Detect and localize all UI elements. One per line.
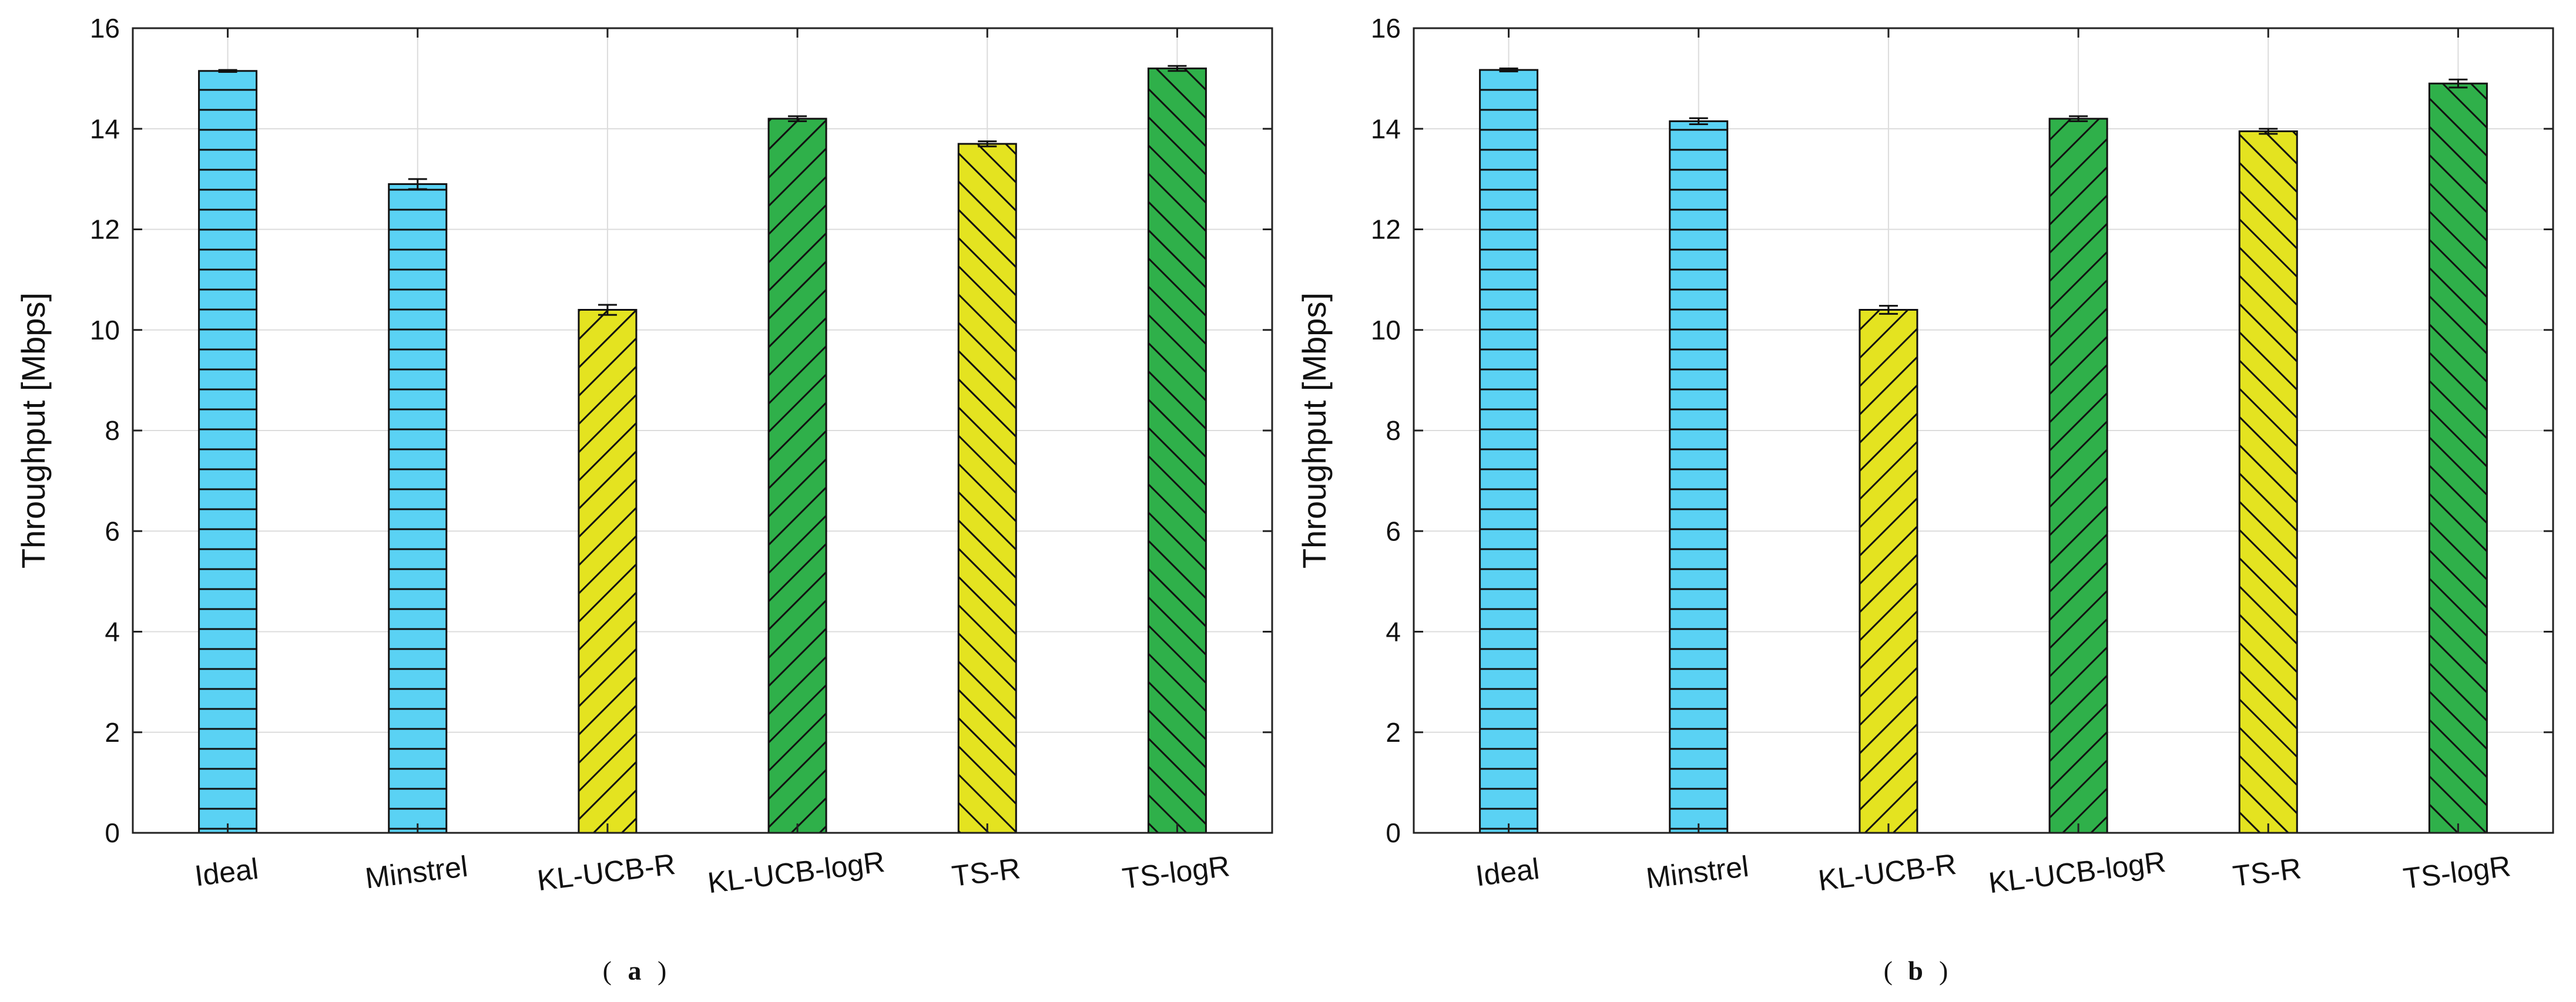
y-tick-label: 0	[105, 818, 120, 848]
x-tick-label: TS-R	[950, 852, 1022, 893]
bar-pattern	[1859, 309, 1918, 834]
y-axis-label: Throughput [Mbps]	[15, 292, 52, 569]
caption-b: ( b )	[1884, 956, 1948, 986]
y-tick-label: 4	[1386, 617, 1401, 647]
y-tick-label: 0	[1386, 818, 1401, 848]
x-tick-label: Minstrel	[1644, 850, 1750, 895]
bar-pattern	[198, 70, 258, 834]
x-tick-label: Ideal	[193, 852, 260, 893]
y-tick-label: 12	[90, 214, 120, 245]
bar-pattern	[388, 183, 448, 834]
x-tick-label: TS-logR	[1121, 849, 1232, 895]
bar-pattern	[578, 309, 638, 834]
y-tick-label: 8	[1386, 415, 1401, 446]
x-tick-label: KL-UCB-R	[535, 848, 677, 897]
caption-b-open: (	[1884, 956, 1893, 986]
y-tick-label: 10	[1371, 315, 1401, 345]
y-tick-label: 4	[105, 617, 120, 647]
caption-a: ( a )	[603, 956, 667, 986]
x-tick-label: KL-UCB-logR	[706, 845, 886, 899]
x-tick-label: KL-UCB-R	[1816, 848, 1958, 897]
x-tick-label: KL-UCB-logR	[1987, 845, 2167, 899]
bar-pattern	[2238, 130, 2298, 834]
caption-a-close: )	[658, 956, 666, 986]
bar-pattern	[1147, 68, 1207, 834]
bar-pattern	[957, 143, 1017, 834]
y-tick-label: 6	[105, 516, 120, 546]
chart-panel-a: 0 2 4 6 8 10 12 14 16 Ideal Minstrel KL-UCB-R KL-UCB…	[15, 13, 1273, 899]
bar-pattern	[767, 117, 827, 834]
caption-b-close: )	[1939, 956, 1948, 986]
bar-pattern	[1669, 120, 1729, 834]
y-axis-label: Throughput [Mbps]	[1296, 292, 1333, 569]
bar-pattern	[1479, 69, 1539, 834]
x-tick-label: Ideal	[1474, 852, 1541, 893]
y-tick-label: 8	[105, 415, 120, 446]
y-tick-label: 12	[1371, 214, 1401, 245]
y-tick-label: 14	[90, 113, 120, 144]
caption-a-open: (	[603, 956, 612, 986]
caption-b-letter: b	[1908, 956, 1923, 986]
x-tick-label: TS-logR	[2401, 849, 2513, 895]
y-tick-label: 2	[105, 717, 120, 748]
y-tick-label: 14	[1371, 113, 1401, 144]
y-tick-label: 6	[1386, 516, 1401, 546]
bar-pattern	[2048, 117, 2108, 834]
x-tick-label: TS-R	[2231, 852, 2303, 893]
y-tick-label: 2	[1386, 717, 1401, 748]
y-tick-label: 16	[1371, 13, 1401, 43]
bar-pattern	[2428, 82, 2488, 834]
x-tick-label: Minstrel	[363, 850, 469, 895]
chart-panel-b: 0 2 4 6 8 10 12 14 16 Ideal Minstrel KL-UCB-R KL-UCB…	[1296, 13, 2554, 899]
y-tick-label: 10	[90, 315, 120, 345]
caption-a-letter: a	[628, 956, 642, 986]
y-tick-label: 16	[90, 13, 120, 43]
